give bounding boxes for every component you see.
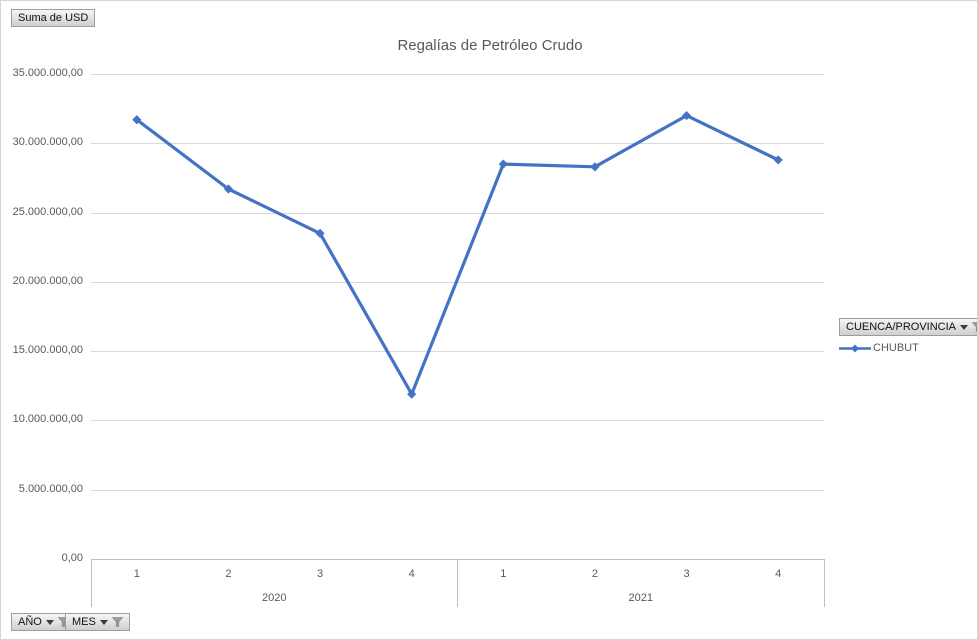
category-separator-line xyxy=(90,559,92,607)
dropdown-arrow-icon xyxy=(960,324,969,330)
month-field-button[interactable]: MES xyxy=(65,613,130,631)
series-plot-svg xyxy=(132,110,783,399)
category-separator-line xyxy=(457,559,458,607)
x-month-label: 3 xyxy=(683,568,690,580)
x-month-label: 3 xyxy=(317,568,324,580)
gridline xyxy=(91,351,824,353)
legend-line-marker-icon xyxy=(839,344,871,352)
x-month-label: 2 xyxy=(591,568,598,580)
y-tick-label: 30.000.000,00 xyxy=(12,136,83,149)
y-tick-label: 0,00 xyxy=(61,552,83,564)
data-point-marker xyxy=(223,184,234,194)
y-tick-label: 15.000.000,00 xyxy=(12,344,83,357)
data-point-marker xyxy=(681,110,692,121)
filter-funnel-icon xyxy=(111,617,123,627)
gridline xyxy=(91,212,824,214)
gridline xyxy=(91,489,824,491)
gridline xyxy=(91,74,824,75)
y-tick-label: 5.000.000,00 xyxy=(18,482,83,495)
x-month-label: 4 xyxy=(775,568,782,580)
data-point-marker xyxy=(407,389,417,399)
x-month-label: 1 xyxy=(500,568,507,580)
y-tick-label: 20.000.000,00 xyxy=(12,274,83,287)
value-field-label: Suma de USD xyxy=(18,12,89,24)
legend-field-button[interactable]: CUENCA/PROVINCIA xyxy=(839,318,977,336)
y-tick-label: 35.000.000,00 xyxy=(12,67,83,79)
y-tick-label: 25.000.000,00 xyxy=(12,205,83,218)
legend-series-label: CHUBUT xyxy=(873,342,919,354)
dropdown-arrow-icon xyxy=(45,619,54,625)
category-separator-line xyxy=(823,559,825,607)
year-field-label: AÑO xyxy=(18,616,42,628)
series-line-chubut xyxy=(135,113,779,396)
y-tick-label: 10.000.000,00 xyxy=(12,413,83,426)
data-point-marker xyxy=(773,155,783,165)
data-point-marker xyxy=(590,162,600,172)
x-month-label: 2 xyxy=(225,568,232,580)
gridline xyxy=(91,420,824,422)
x-year-label: 2021 xyxy=(628,592,653,604)
data-point-marker xyxy=(315,228,325,238)
value-field-button[interactable]: Suma de USD xyxy=(11,9,96,27)
x-month-label: 4 xyxy=(408,568,415,580)
x-year-label: 2020 xyxy=(262,592,287,604)
gridline xyxy=(91,143,824,145)
dropdown-arrow-icon xyxy=(99,619,108,625)
chart-title: Regalías de Petróleo Crudo xyxy=(397,37,583,54)
legend-entry-chubut: CHUBUT xyxy=(839,342,919,354)
x-month-label: 1 xyxy=(133,568,140,580)
filter-funnel-icon xyxy=(972,322,977,332)
legend-field-label: CUENCA/PROVINCIA xyxy=(846,321,957,333)
month-field-label: MES xyxy=(72,616,96,628)
data-point-marker xyxy=(132,115,142,125)
data-point-marker xyxy=(498,159,508,169)
